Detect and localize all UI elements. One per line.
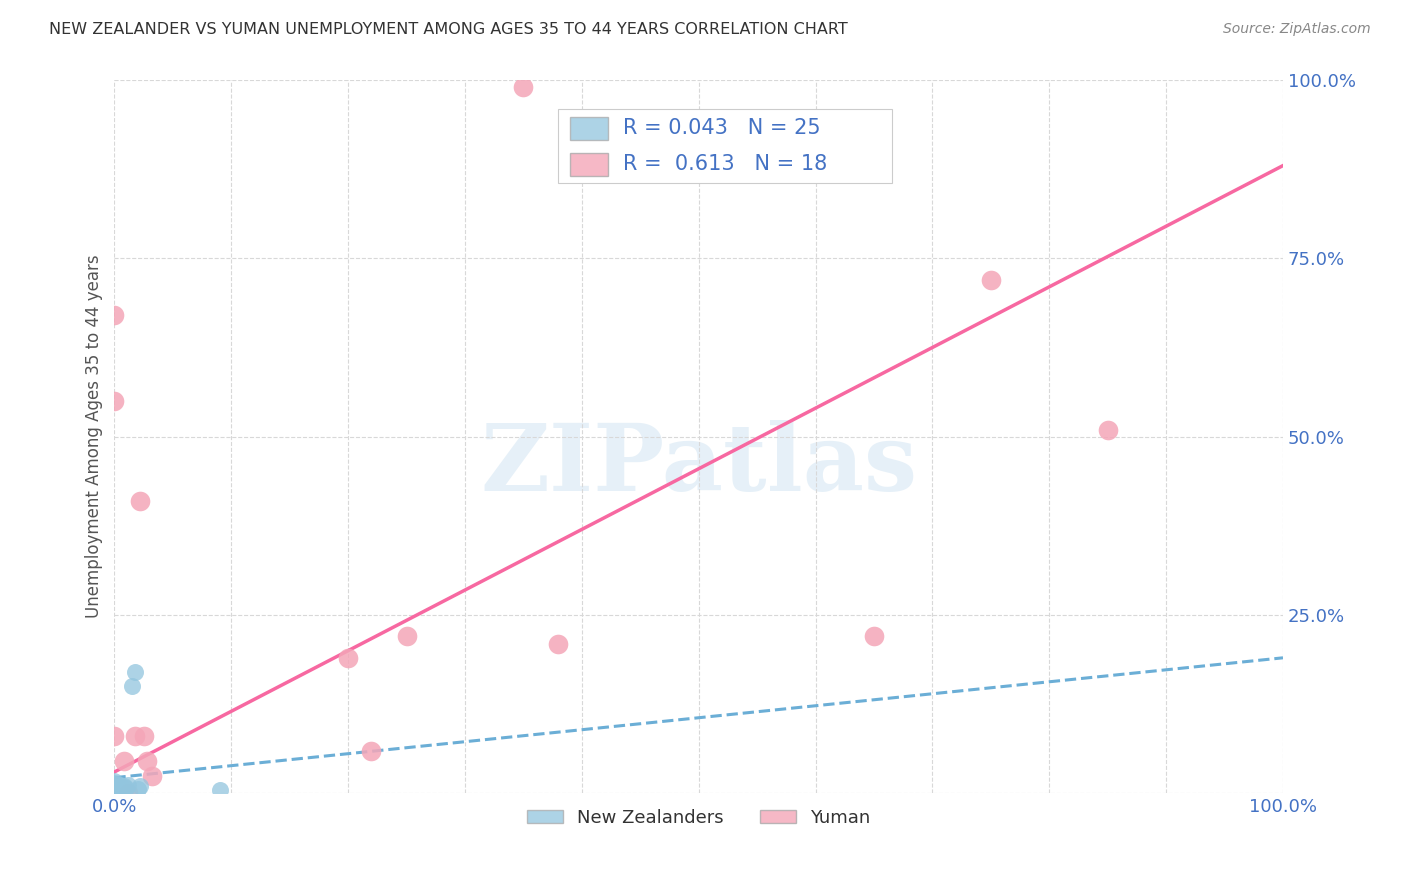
Legend: New Zealanders, Yuman: New Zealanders, Yuman bbox=[519, 802, 877, 834]
Point bbox=[103, 785, 125, 799]
Point bbox=[129, 494, 152, 508]
Point bbox=[395, 629, 418, 643]
Point bbox=[103, 782, 125, 797]
FancyBboxPatch shape bbox=[558, 109, 891, 184]
Point bbox=[124, 665, 146, 679]
Point bbox=[103, 775, 125, 789]
Point bbox=[136, 754, 159, 768]
Text: ZIPatlas: ZIPatlas bbox=[479, 420, 917, 510]
Text: R = 0.043   N = 25: R = 0.043 N = 25 bbox=[623, 119, 820, 138]
FancyBboxPatch shape bbox=[571, 117, 607, 140]
Point bbox=[132, 729, 155, 743]
FancyBboxPatch shape bbox=[571, 153, 607, 176]
Point bbox=[863, 629, 886, 643]
Point bbox=[115, 780, 138, 795]
Point bbox=[103, 781, 125, 796]
Point bbox=[103, 786, 125, 800]
Point bbox=[117, 786, 139, 800]
Point bbox=[208, 782, 231, 797]
Point bbox=[103, 780, 125, 795]
Point bbox=[103, 773, 125, 788]
Point bbox=[512, 80, 534, 95]
Point bbox=[360, 743, 382, 757]
Point bbox=[103, 786, 125, 800]
Point bbox=[110, 778, 132, 792]
Point bbox=[103, 784, 125, 798]
Point bbox=[121, 679, 143, 693]
Point bbox=[103, 729, 125, 743]
Y-axis label: Unemployment Among Ages 35 to 44 years: Unemployment Among Ages 35 to 44 years bbox=[86, 255, 103, 618]
Point bbox=[103, 777, 125, 791]
Point bbox=[129, 779, 152, 793]
Point bbox=[110, 780, 132, 795]
Text: Source: ZipAtlas.com: Source: ZipAtlas.com bbox=[1223, 22, 1371, 37]
Point bbox=[103, 782, 125, 797]
Point bbox=[112, 779, 135, 793]
Point bbox=[141, 768, 163, 782]
Point bbox=[103, 309, 125, 323]
Point bbox=[980, 273, 1002, 287]
Point bbox=[127, 782, 149, 797]
Point bbox=[117, 778, 139, 792]
Point bbox=[103, 394, 125, 409]
Point bbox=[124, 729, 146, 743]
Point bbox=[1097, 423, 1119, 437]
Point bbox=[103, 778, 125, 792]
Text: R =  0.613   N = 18: R = 0.613 N = 18 bbox=[623, 154, 827, 174]
Point bbox=[111, 782, 134, 797]
Point bbox=[547, 636, 569, 650]
Point bbox=[337, 650, 360, 665]
Text: NEW ZEALANDER VS YUMAN UNEMPLOYMENT AMONG AGES 35 TO 44 YEARS CORRELATION CHART: NEW ZEALANDER VS YUMAN UNEMPLOYMENT AMON… bbox=[49, 22, 848, 37]
Point bbox=[103, 779, 125, 793]
Point bbox=[112, 754, 135, 768]
Point bbox=[103, 786, 125, 800]
